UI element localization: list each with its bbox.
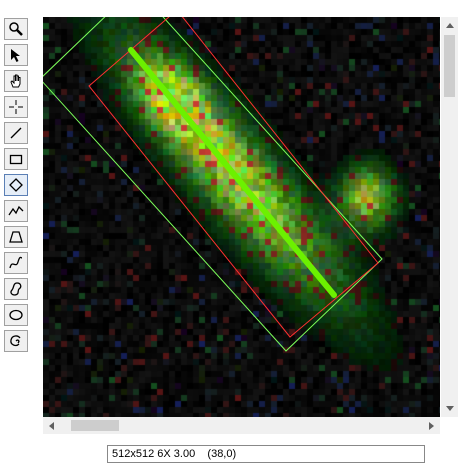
scroll-up-button[interactable]	[441, 17, 458, 34]
line-icon	[10, 127, 22, 139]
horizontal-scrollbar[interactable]	[43, 417, 440, 434]
rectangle-tool-button[interactable]	[4, 148, 28, 170]
scroll-right-button[interactable]	[423, 417, 440, 434]
arrow-down-icon	[445, 406, 454, 411]
select-tool-button[interactable]	[4, 44, 28, 66]
scroll-left-button[interactable]	[43, 417, 60, 434]
diamond-icon	[9, 178, 23, 192]
microscopy-image	[43, 17, 440, 417]
polygon-icon	[9, 231, 23, 243]
freehand-line-tool-button[interactable]	[4, 252, 28, 274]
vertical-scroll-thumb[interactable]	[444, 35, 455, 97]
freehand-shape-icon	[10, 282, 22, 296]
zigzag-line-icon	[8, 205, 24, 216]
rectangle-icon	[9, 154, 23, 165]
scroll-down-button[interactable]	[441, 400, 458, 417]
magnifier-icon	[9, 22, 23, 36]
oval-icon	[9, 309, 23, 321]
hand-icon	[10, 74, 21, 88]
horizontal-scroll-thumb[interactable]	[71, 420, 119, 431]
vertical-scrollbar[interactable]	[441, 17, 458, 417]
line-tool-button[interactable]	[4, 122, 28, 144]
oval-tool-button[interactable]	[4, 304, 28, 326]
rotated-rectangle-roi-red	[88, 17, 379, 338]
roi-overlay[interactable]	[43, 17, 440, 417]
freehand-selection-tool-button[interactable]	[4, 278, 28, 300]
crosshair-icon	[9, 100, 23, 114]
segmented-line-tool-button[interactable]	[4, 200, 28, 222]
freehand-line-icon	[9, 256, 23, 269]
pan-tool-button[interactable]	[4, 70, 28, 92]
rotated-rectangle-tool-button[interactable]	[4, 174, 28, 196]
polygon-tool-button[interactable]	[4, 226, 28, 248]
arrow-left-icon	[49, 421, 54, 430]
zoom-tool-button[interactable]	[4, 18, 28, 40]
point-tool-button[interactable]	[4, 96, 28, 118]
arrow-up-icon	[445, 23, 454, 28]
lasso-icon	[10, 335, 21, 347]
status-readout: 512x512 6X 3.00 (38,0)	[107, 445, 425, 463]
arrow-right-icon	[429, 421, 434, 430]
image-viewport[interactable]	[43, 17, 440, 417]
wand-tool-button[interactable]	[4, 330, 28, 352]
rotated-rectangle-center-line	[128, 47, 337, 298]
rotated-rectangle-roi-green	[43, 17, 383, 352]
arrow-pointer-icon	[11, 49, 20, 62]
